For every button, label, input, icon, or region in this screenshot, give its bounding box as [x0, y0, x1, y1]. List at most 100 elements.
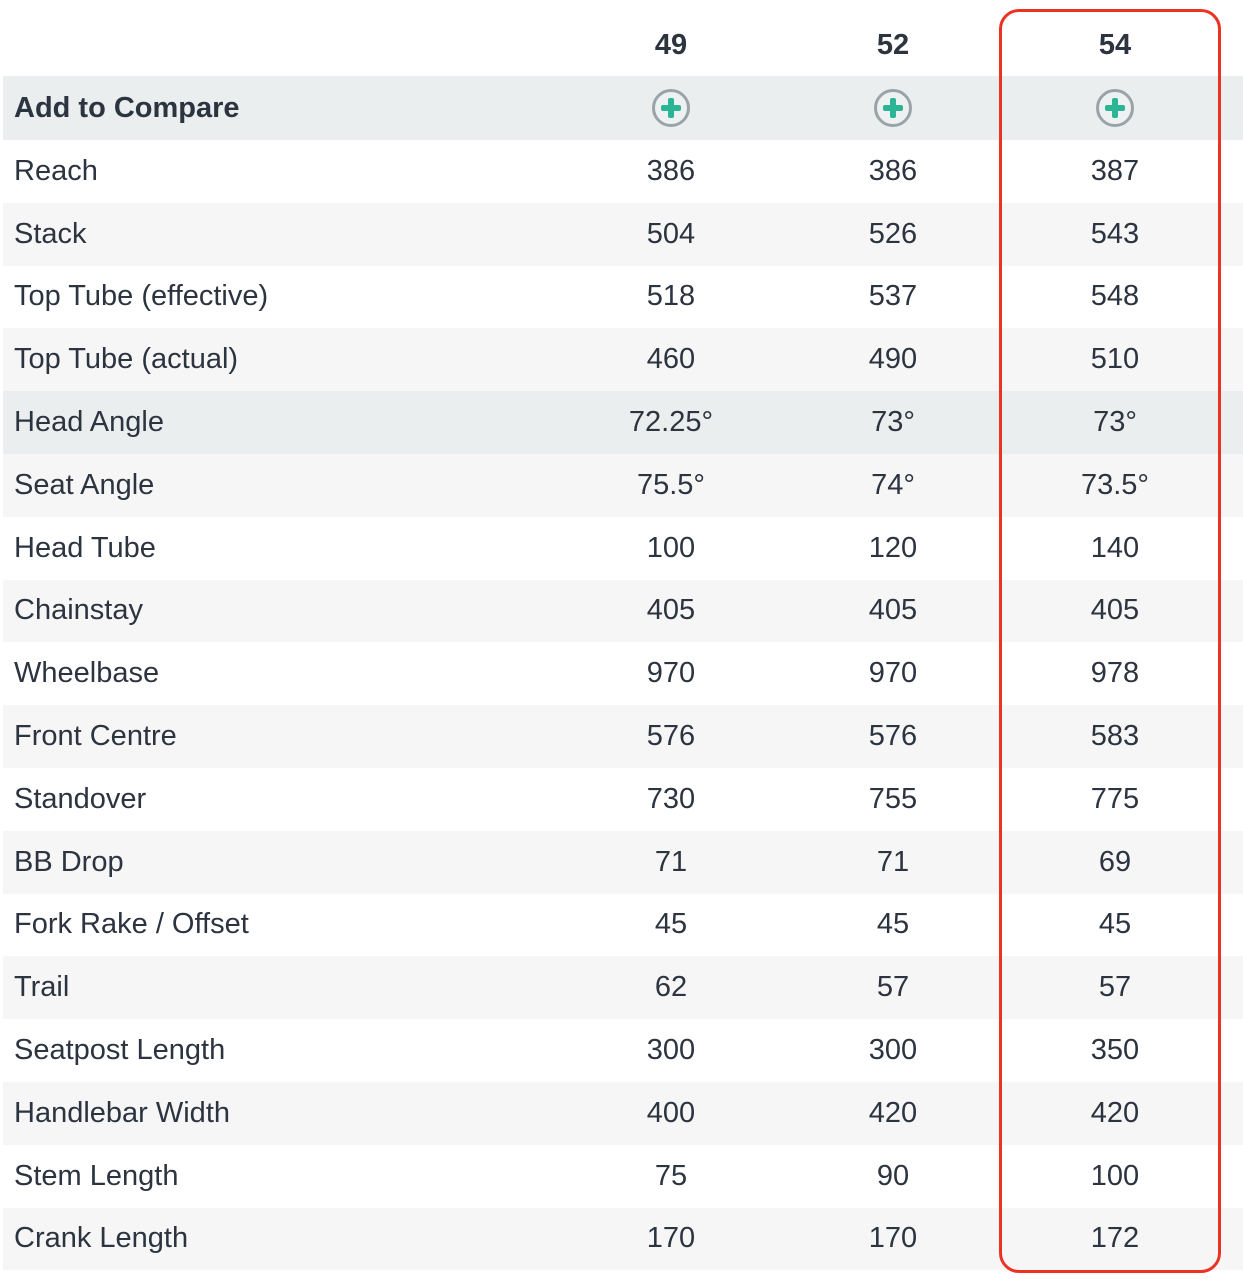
- row-label: Handlebar Width: [14, 1096, 230, 1129]
- table-cell: 57: [1098, 971, 1132, 1004]
- row-label: Trail: [14, 971, 70, 1004]
- row-label: Wheelbase: [14, 657, 160, 690]
- table-cell: 405: [1090, 594, 1140, 627]
- table-row: Standover 730 755 775: [3, 768, 1243, 831]
- row-label: Fork Rake / Offset: [14, 908, 249, 941]
- table-cell: 775: [1090, 782, 1140, 815]
- table-row: Top Tube (effective) 518 537 548: [3, 266, 1243, 329]
- size-header: 49: [654, 28, 688, 61]
- table-cell: 72.25°: [628, 406, 714, 439]
- table-cell: 300: [646, 1034, 696, 1067]
- row-label: Chainstay: [14, 594, 143, 627]
- table-cell: 420: [1090, 1096, 1140, 1129]
- table-row: Head Angle 72.25° 73° 73°: [3, 391, 1243, 454]
- table-cell: 170: [646, 1222, 696, 1255]
- row-label: Crank Length: [14, 1222, 189, 1255]
- row-label: Top Tube (actual): [14, 343, 239, 376]
- table-cell: 120: [868, 531, 918, 564]
- row-label: BB Drop: [14, 845, 124, 878]
- add-to-compare-button[interactable]: [1096, 89, 1134, 127]
- table-row: Wheelbase 970 970 978: [3, 642, 1243, 705]
- table-row: Front Centre 576 576 583: [3, 705, 1243, 768]
- row-label: Seatpost Length: [14, 1034, 226, 1067]
- table-cell: 543: [1090, 217, 1140, 250]
- size-header-row: 49 52 54: [3, 14, 1243, 76]
- table-cell: 71: [654, 845, 688, 878]
- size-header: 54: [1098, 28, 1132, 61]
- table-cell: 57: [876, 971, 910, 1004]
- row-label: Stem Length: [14, 1159, 179, 1192]
- table-cell: 73°: [871, 406, 915, 439]
- table-cell: 75: [654, 1159, 688, 1192]
- table-cell: 170: [868, 1222, 918, 1255]
- geometry-table: 49 52 54 Add to Compare Reach 386 386 387 St…: [3, 14, 1243, 1271]
- table-row: Crank Length 170 170 172: [3, 1207, 1243, 1271]
- table-row: Stack 504 526 543: [3, 202, 1243, 266]
- table-row: Head Tube 100 120 140: [3, 517, 1243, 580]
- add-to-compare-row: Add to Compare: [3, 76, 1243, 140]
- table-cell: 400: [646, 1096, 696, 1129]
- table-row: Reach 386 386 387: [3, 140, 1243, 203]
- table-row: Trail 62 57 57: [3, 956, 1243, 1020]
- table-cell: 386: [646, 154, 696, 187]
- table-cell: 755: [868, 782, 918, 815]
- row-label: Stack: [14, 217, 87, 250]
- row-label: Standover: [14, 782, 147, 815]
- table-cell: 172: [1090, 1222, 1140, 1255]
- size-header: 52: [876, 28, 910, 61]
- table-row: Seatpost Length 300 300 350: [3, 1019, 1243, 1082]
- table-cell: 90: [876, 1159, 910, 1192]
- table-cell: 100: [1090, 1159, 1140, 1192]
- table-row: Chainstay 405 405 405: [3, 579, 1243, 643]
- add-to-compare-button[interactable]: [874, 89, 912, 127]
- table-cell: 386: [868, 154, 918, 187]
- table-cell: 526: [868, 217, 918, 250]
- table-cell: 730: [646, 782, 696, 815]
- table-cell: 576: [646, 720, 696, 753]
- table-cell: 576: [868, 720, 918, 753]
- row-label: Top Tube (effective): [14, 280, 269, 313]
- table-cell: 510: [1090, 343, 1140, 376]
- table-cell: 140: [1090, 531, 1140, 564]
- table-cell: 69: [1098, 845, 1132, 878]
- table-cell: 970: [646, 657, 696, 690]
- table-cell: 45: [654, 908, 688, 941]
- row-label: Front Centre: [14, 720, 177, 753]
- table-cell: 62: [654, 971, 688, 1004]
- table-cell: 978: [1090, 657, 1140, 690]
- table-cell: 350: [1090, 1034, 1140, 1067]
- table-cell: 460: [646, 343, 696, 376]
- table-row: Handlebar Width 400 420 420: [3, 1081, 1243, 1145]
- table-row: Top Tube (actual) 460 490 510: [3, 328, 1243, 392]
- table-cell: 518: [646, 280, 696, 313]
- table-cell: 504: [646, 217, 696, 250]
- add-to-compare-label: Add to Compare: [14, 91, 240, 124]
- table-row: Seat Angle 75.5° 74° 73.5°: [3, 453, 1243, 517]
- table-cell: 45: [876, 908, 910, 941]
- row-label: Reach: [14, 154, 98, 187]
- row-label: Head Angle: [14, 406, 164, 439]
- table-cell: 45: [1098, 908, 1132, 941]
- table-cell: 583: [1090, 720, 1140, 753]
- row-label: Head Tube: [14, 531, 156, 564]
- table-cell: 548: [1090, 280, 1140, 313]
- table-cell: 405: [868, 594, 918, 627]
- table-row: BB Drop 71 71 69: [3, 830, 1243, 894]
- table-cell: 75.5°: [636, 468, 706, 501]
- table-cell: 71: [876, 845, 910, 878]
- add-to-compare-button[interactable]: [652, 89, 690, 127]
- table-cell: 490: [868, 343, 918, 376]
- table-cell: 420: [868, 1096, 918, 1129]
- table-cell: 100: [646, 531, 696, 564]
- table-cell: 300: [868, 1034, 918, 1067]
- table-cell: 405: [646, 594, 696, 627]
- table-cell: 73.5°: [1080, 468, 1150, 501]
- table-row: Stem Length 75 90 100: [3, 1145, 1243, 1208]
- table-cell: 74°: [871, 468, 915, 501]
- table-cell: 73°: [1093, 406, 1137, 439]
- table-cell: 387: [1090, 154, 1140, 187]
- row-label: Seat Angle: [14, 468, 155, 501]
- table-cell: 537: [868, 280, 918, 313]
- table-cell: 970: [868, 657, 918, 690]
- table-row: Fork Rake / Offset 45 45 45: [3, 894, 1243, 957]
